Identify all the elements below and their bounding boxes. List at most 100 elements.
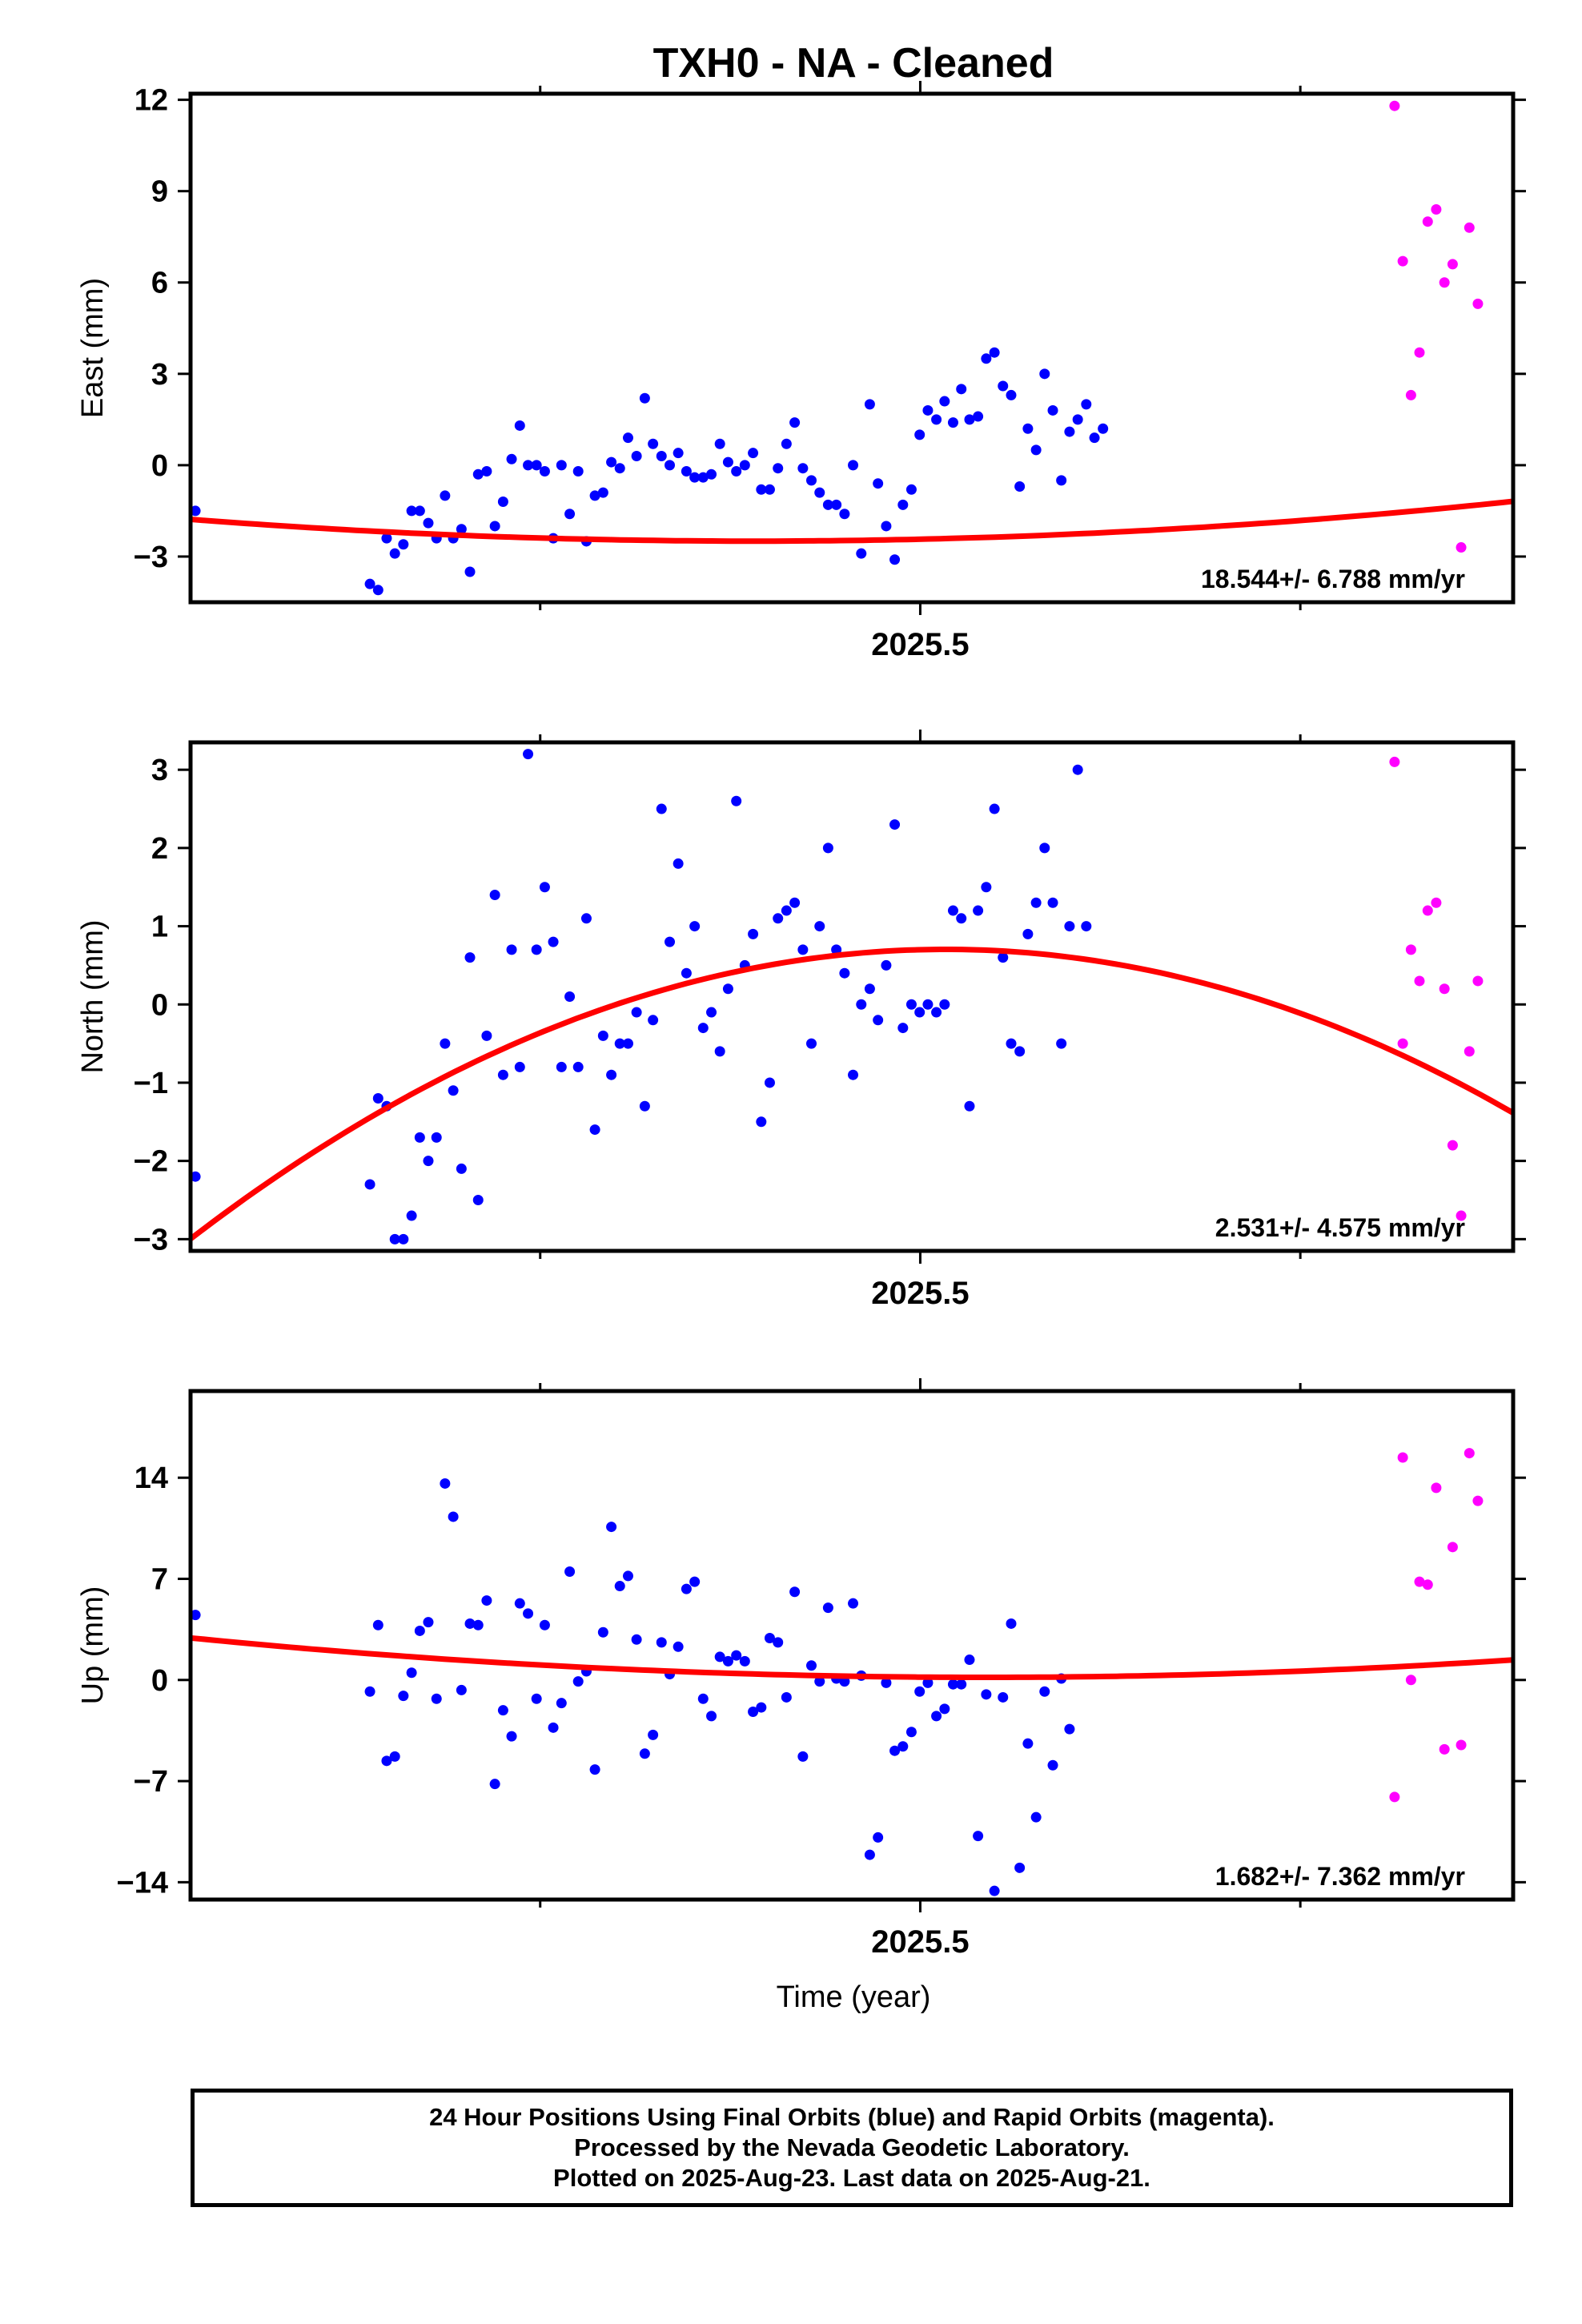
north-final-point: [656, 803, 667, 814]
north-final-point: [989, 803, 1000, 814]
up-final-point: [697, 1693, 709, 1704]
north-final-point: [764, 1077, 775, 1088]
east-ytick-label-3: 6: [151, 267, 168, 300]
up-rapid-point: [1397, 1452, 1408, 1463]
east-final-point: [881, 521, 892, 532]
north-final-point: [914, 1007, 926, 1018]
east-final-point: [191, 505, 201, 517]
east-rapid-point: [1431, 203, 1442, 215]
north-final-point: [648, 1015, 659, 1026]
east-rapid-point: [1439, 277, 1450, 288]
east-final-point: [673, 448, 684, 459]
north-rapid-point: [1422, 905, 1433, 916]
east-final-point: [973, 411, 984, 422]
north-final-point: [897, 1023, 909, 1034]
north-final-point: [748, 928, 759, 939]
up-final-point: [748, 1706, 759, 1717]
up-ytick-label-3: 7: [151, 1563, 168, 1597]
east-final-point: [656, 450, 667, 461]
east-final-point: [1089, 432, 1100, 444]
north-rapid-point: [1464, 1046, 1475, 1057]
east-final-point: [1072, 414, 1083, 425]
up-final-point: [431, 1693, 442, 1704]
up-rapid-point: [1472, 1495, 1484, 1506]
east-final-point: [564, 509, 576, 520]
east-frame: [188, 91, 1516, 605]
north-final-point: [456, 1163, 467, 1174]
north-final-point: [689, 921, 701, 932]
east-final-point: [1039, 368, 1050, 380]
east-final-point: [639, 392, 650, 404]
north-final-point: [964, 1100, 975, 1112]
east-rapid-point: [1447, 259, 1458, 270]
up-final-point: [614, 1581, 625, 1592]
east-final-point: [606, 456, 617, 468]
east-final-point: [622, 432, 633, 444]
north-final-point: [697, 1023, 709, 1034]
up-rapid-point: [1464, 1448, 1475, 1459]
east-final-point: [497, 497, 508, 508]
up-y-axis-label: Up (mm): [76, 1586, 110, 1705]
east-final-point: [539, 465, 550, 476]
up-final-point: [673, 1641, 684, 1652]
east-final-point: [381, 533, 392, 544]
east-final-point: [722, 456, 733, 468]
north-final-point: [947, 905, 958, 916]
east-rapid-point: [1456, 542, 1467, 553]
east-final-point: [406, 505, 417, 517]
north-final-point: [939, 999, 950, 1010]
north-rapid-point: [1472, 975, 1484, 987]
east-final-point: [756, 484, 767, 495]
east-final-point: [1098, 423, 1109, 434]
up-final-point: [1022, 1738, 1034, 1749]
east-final-point: [1081, 399, 1092, 410]
east-final-point: [989, 347, 1000, 358]
up-final-point: [722, 1655, 733, 1667]
up-ytick-label-1: −7: [134, 1765, 168, 1799]
north-final-point: [523, 749, 534, 760]
north-final-point: [981, 882, 992, 893]
up-final-point: [881, 1677, 892, 1688]
up-final-point: [406, 1667, 417, 1679]
north-final-point: [606, 1069, 617, 1080]
up-final-point: [931, 1711, 942, 1722]
north-final-point: [714, 1046, 725, 1057]
footer-line-1: 24 Hour Positions Using Final Orbits (bl…: [429, 2103, 1275, 2131]
north-final-point: [889, 819, 901, 830]
footer-box: 24 Hour Positions Using Final Orbits (bl…: [191, 2089, 1513, 2207]
north-final-point: [881, 959, 892, 971]
north-final-point: [814, 921, 825, 932]
east-rate-label: 18.544+/- 6.788 mm/yr: [1201, 565, 1465, 593]
up-final-point: [764, 1632, 775, 1643]
east-final-point: [931, 414, 942, 425]
up-final-point: [981, 1689, 992, 1700]
north-final-point: [389, 1233, 400, 1244]
north-final-point: [922, 999, 934, 1010]
up-final-point: [1006, 1618, 1017, 1629]
up-ytick-label-4: 14: [135, 1462, 168, 1495]
north-final-point: [905, 999, 917, 1010]
east-rapid-point: [1414, 347, 1425, 358]
up-final-point: [897, 1741, 909, 1752]
north-final-point: [489, 890, 500, 900]
east-final-point: [706, 468, 717, 480]
north-final-point: [580, 913, 592, 924]
east-final-point: [440, 490, 451, 501]
east-final-point: [481, 465, 492, 476]
north-final-point: [531, 944, 542, 955]
up-final-point: [481, 1595, 492, 1606]
east-y-axis-label: East (mm): [76, 278, 110, 418]
up-final-point: [905, 1727, 917, 1738]
east-ytick-label-0: −3: [134, 541, 168, 574]
east-final-point: [797, 463, 809, 474]
north-final-point: [191, 1171, 201, 1182]
east-plot-area: [191, 100, 1513, 596]
up-ytick-label-0: −14: [117, 1866, 168, 1900]
east-final-point: [689, 472, 701, 483]
up-final-point: [956, 1679, 967, 1690]
east-final-point: [897, 499, 909, 510]
east-final-point: [781, 438, 792, 449]
up-final-point: [822, 1602, 833, 1614]
east-final-point: [922, 404, 934, 416]
east-final-point: [423, 517, 434, 529]
